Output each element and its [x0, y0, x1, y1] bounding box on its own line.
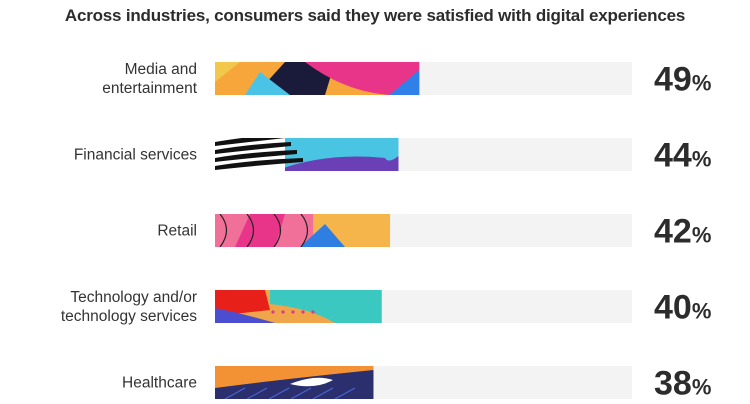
bar: [215, 366, 374, 399]
value-label: 44%: [654, 137, 711, 175]
category-label: Retail: [157, 223, 197, 240]
category-label: Technology and/or technology services: [61, 289, 197, 325]
value-label: 42%: [654, 213, 711, 251]
category-label: Financial services: [74, 147, 197, 164]
bar: [215, 290, 382, 323]
category-label: Media and entertainment: [102, 61, 197, 97]
bar: [215, 62, 420, 95]
value-label: 38%: [654, 365, 711, 403]
chart-title: Across industries, consumers said they w…: [64, 6, 686, 25]
bar: [215, 214, 391, 247]
bar: [215, 138, 399, 171]
category-label: Healthcare: [122, 375, 197, 392]
value-label: 49%: [654, 61, 711, 99]
value-label: 40%: [654, 289, 711, 327]
